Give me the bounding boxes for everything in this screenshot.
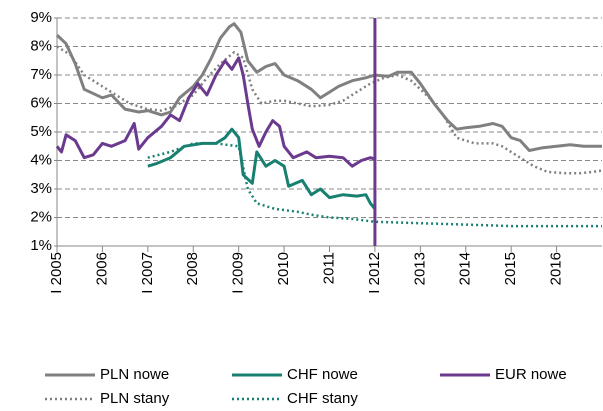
y-tick-label: 6%: [30, 94, 52, 111]
series-line: [55, 56, 376, 168]
x-tick-label: 2010: [275, 252, 292, 285]
legend-label: CHF nowe: [287, 366, 358, 383]
x-tick-label: 2011: [320, 252, 337, 284]
y-tick-label: 3%: [30, 180, 52, 197]
y-tick-label: 5%: [30, 123, 52, 140]
legend-label: PLN stany: [100, 390, 170, 407]
y-tick-label: 1%: [30, 237, 52, 254]
legend-label: CHF stany: [287, 390, 358, 407]
series-line: [55, 22, 602, 152]
x-tick-label: 2008: [184, 252, 201, 285]
x-tick-label: 2006: [93, 252, 110, 285]
x-tick-label: 2013: [411, 252, 428, 285]
series-line: [56, 45, 603, 175]
series-line: [147, 127, 377, 210]
y-tick-label: 4%: [30, 151, 52, 168]
x-tick-label: I 2012: [366, 252, 383, 294]
y-tick-label: 7%: [30, 66, 52, 83]
x-tick-label: 2016: [548, 252, 565, 285]
x-tick-label: 2014: [457, 252, 474, 285]
x-tick-label: I 2007: [139, 252, 156, 294]
x-tick-label: 2015: [502, 252, 519, 285]
legend-label: EUR nowe: [495, 366, 567, 383]
y-tick-label: 8%: [30, 37, 52, 54]
x-tick-label: I 2005: [48, 252, 65, 294]
legend-label: PLN nowe: [100, 366, 169, 383]
y-tick-label: 9%: [30, 9, 52, 26]
x-tick-label: I 2009: [230, 252, 247, 294]
y-tick-label: 2%: [30, 208, 52, 225]
